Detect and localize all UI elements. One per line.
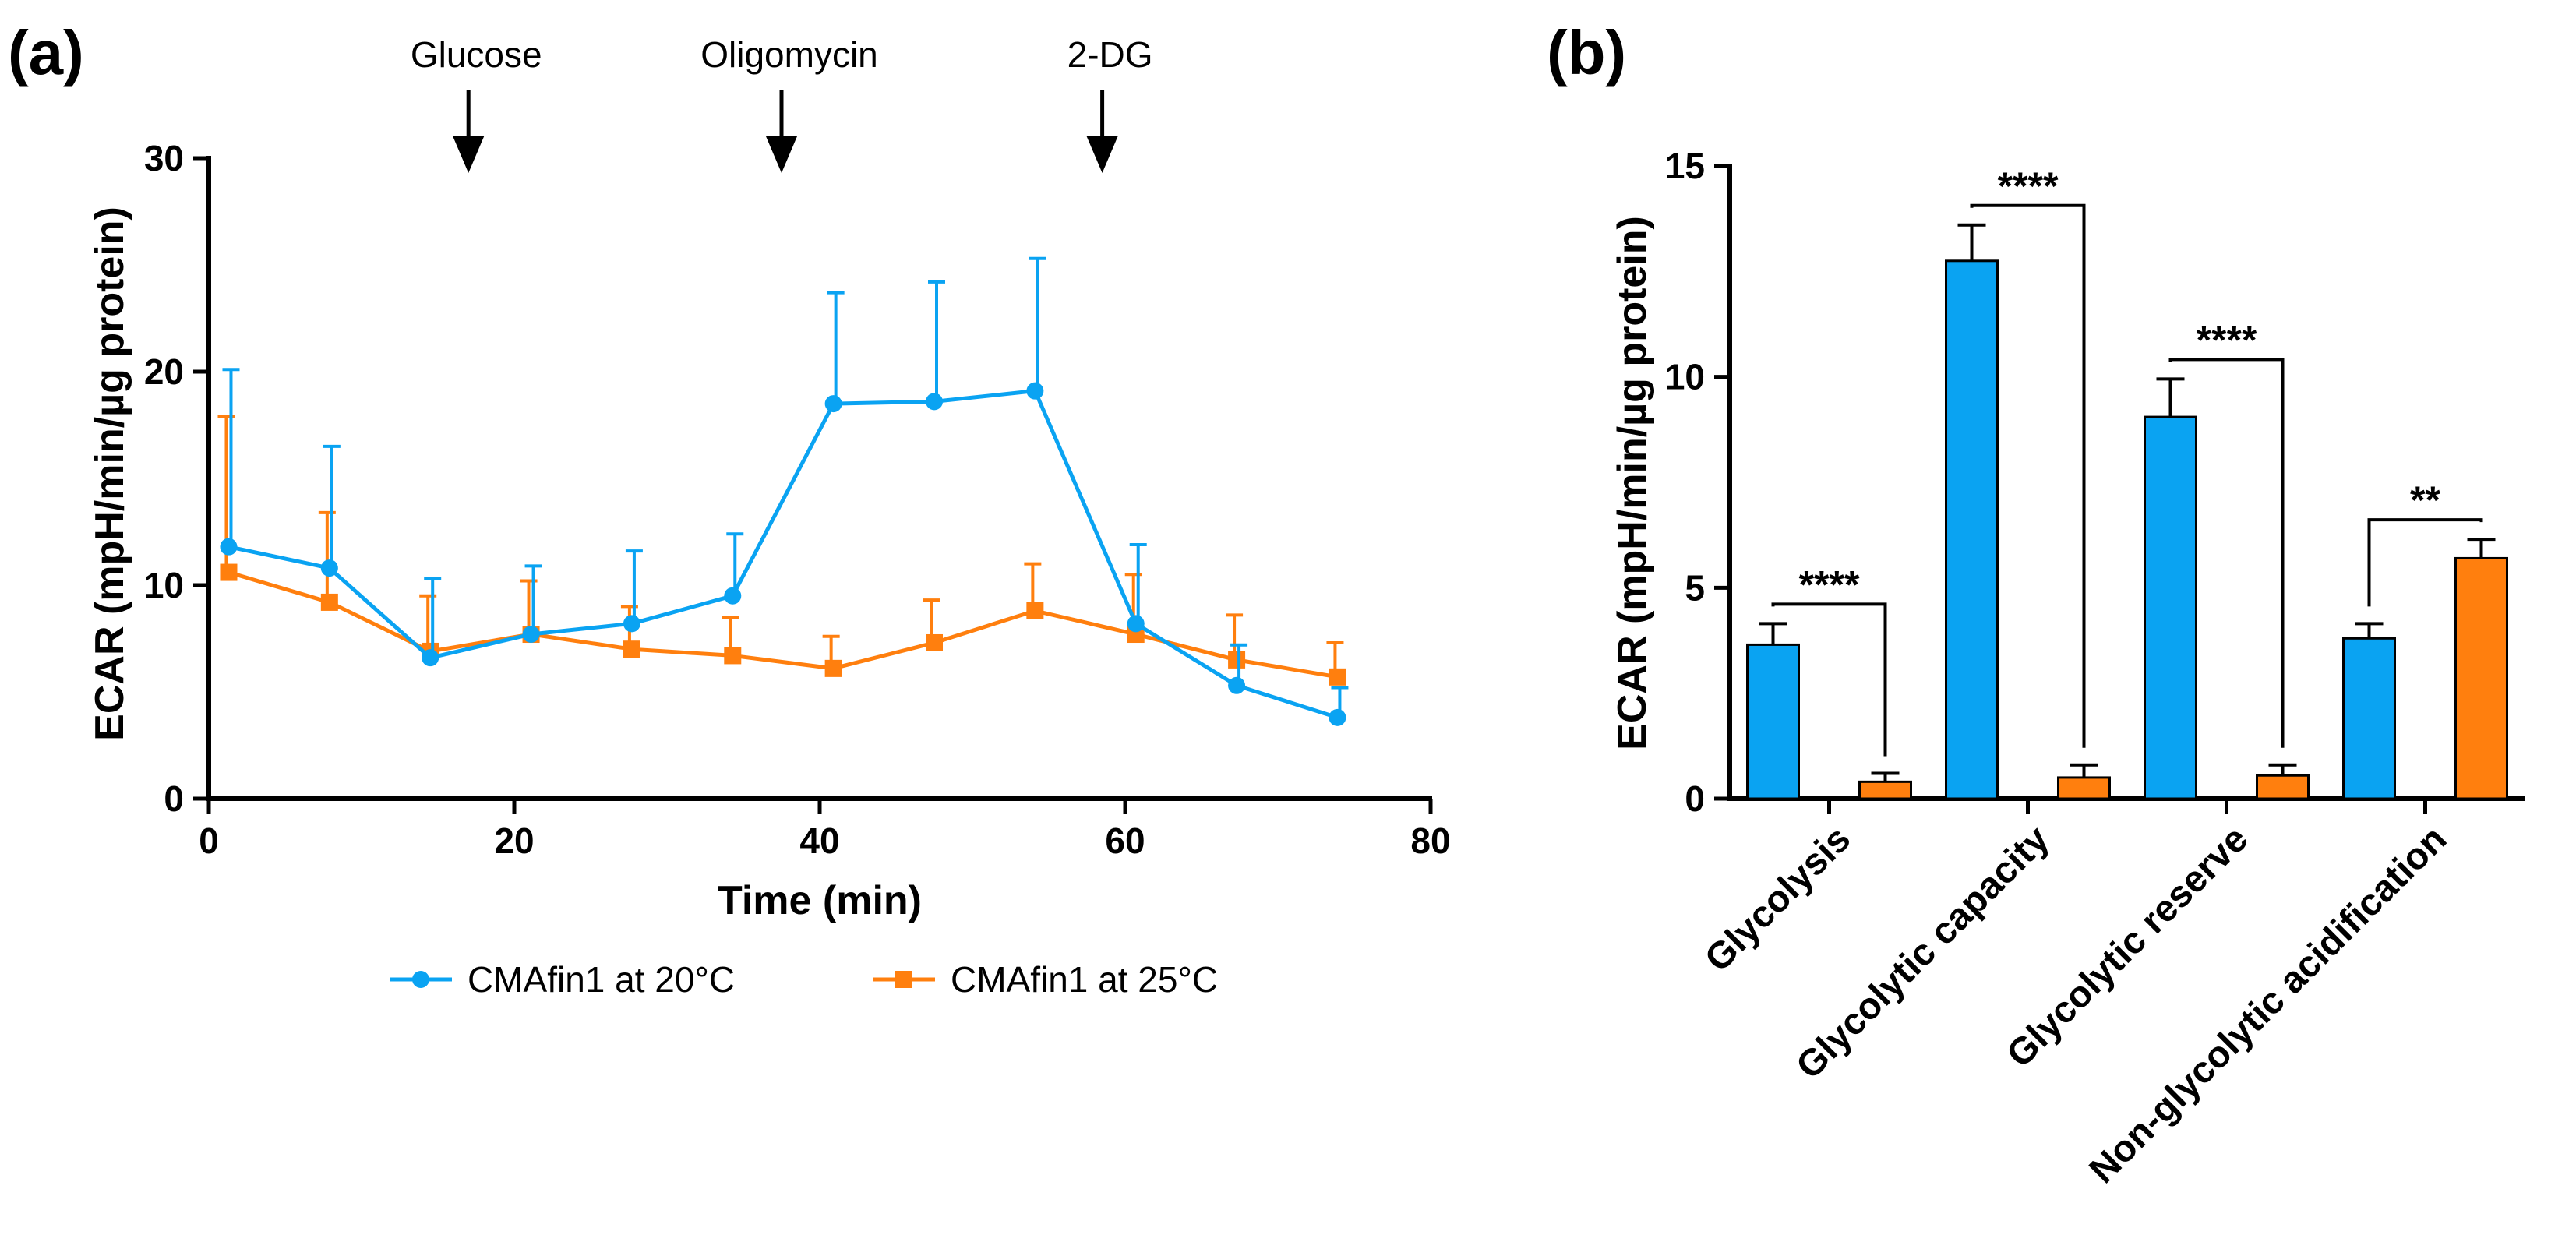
x-axis-title-a: Time (min) bbox=[718, 878, 922, 923]
significance-label: ** bbox=[2410, 478, 2440, 522]
data-point bbox=[623, 615, 640, 633]
significance-bracket bbox=[1771, 602, 1887, 757]
bar bbox=[2144, 415, 2197, 800]
bar bbox=[2256, 774, 2310, 800]
data-point bbox=[220, 563, 238, 581]
data-point bbox=[724, 587, 742, 605]
data-point bbox=[623, 640, 640, 658]
y-tick-label-b: 5 bbox=[1685, 567, 1705, 608]
x-tick-label-a: 20 bbox=[494, 820, 534, 861]
bar bbox=[2342, 637, 2396, 800]
y-tick-label-a: 0 bbox=[164, 778, 184, 819]
legend: CMAfin1 at 20°C CMAfin1 at 25°C bbox=[390, 959, 1218, 1000]
y-tick-label-a: 10 bbox=[144, 565, 184, 605]
data-point bbox=[320, 559, 338, 577]
y-axis-title-a: ECAR (mpH/min/µg protein) bbox=[87, 206, 132, 741]
bars-layer bbox=[1746, 223, 2508, 800]
arrow-down-icon bbox=[766, 136, 797, 173]
data-point bbox=[824, 659, 842, 677]
data-point bbox=[926, 633, 943, 651]
y-tick-label-a: 20 bbox=[144, 351, 184, 392]
significance-label: **** bbox=[1799, 563, 1860, 606]
x-tick-label-a: 0 bbox=[199, 820, 219, 861]
treatment-annotations: Glucose Oligomycin 2-DG bbox=[411, 34, 1153, 173]
data-point bbox=[422, 649, 439, 667]
data-point bbox=[220, 538, 238, 556]
annotation-label: Oligomycin bbox=[700, 34, 878, 75]
category-label: Non-glycolytic acidification bbox=[2082, 818, 2455, 1191]
annotation-label: Glucose bbox=[411, 34, 542, 75]
line-chart-panel: (a) ECAR (mpH/min/µg protein) Time (min)… bbox=[8, 18, 1451, 1000]
y-tick-label-a: 30 bbox=[144, 138, 184, 178]
bar bbox=[2454, 556, 2508, 800]
y-axis-title-b: ECAR (mpH/min/µg protein) bbox=[1610, 216, 1655, 750]
legend-label: CMAfin1 at 25°C bbox=[951, 959, 1218, 1000]
bar bbox=[2057, 776, 2111, 800]
data-point bbox=[1026, 382, 1044, 400]
arrow-down-icon bbox=[453, 136, 485, 173]
data-point bbox=[926, 393, 943, 411]
significance-label: **** bbox=[1998, 164, 2059, 208]
y-tick-label-b: 0 bbox=[1685, 778, 1705, 819]
data-point bbox=[320, 593, 338, 611]
data-point bbox=[1228, 676, 1246, 694]
data-point bbox=[724, 647, 742, 665]
significance-layer: ************** bbox=[1771, 164, 2483, 757]
bar-chart-panel: (b) ECAR (mpH/min/µg protein) 0 5 10 15 Glyc… bbox=[1547, 18, 2525, 1191]
legend-label: CMAfin1 at 20°C bbox=[468, 959, 735, 1000]
data-point bbox=[1228, 651, 1246, 669]
significance-bracket bbox=[2168, 358, 2285, 748]
x-tick-label-a: 60 bbox=[1105, 820, 1145, 861]
significance-label: **** bbox=[2197, 318, 2257, 362]
y-tick-label-b: 10 bbox=[1665, 357, 1705, 397]
category-label: Glycolysis bbox=[1697, 818, 1858, 979]
panel-label-b: (b) bbox=[1547, 18, 1626, 87]
annotation-label: 2-DG bbox=[1067, 34, 1153, 75]
data-point bbox=[1127, 615, 1145, 633]
data-point bbox=[1026, 602, 1044, 619]
significance-bracket bbox=[1970, 203, 2086, 748]
x-tick-label-a: 40 bbox=[799, 820, 839, 861]
panel-label-a: (a) bbox=[8, 18, 84, 87]
bar bbox=[1858, 780, 1912, 800]
data-point bbox=[522, 626, 540, 644]
legend-marker bbox=[412, 971, 429, 988]
arrow-down-icon bbox=[1086, 136, 1118, 173]
data-point bbox=[824, 395, 842, 413]
x-tick-label-a: 80 bbox=[1410, 820, 1450, 861]
axes-a: 0 10 20 30 0 20 40 60 80 bbox=[144, 138, 1451, 861]
series-line bbox=[228, 389, 1339, 720]
y-tick-label-b: 15 bbox=[1665, 146, 1705, 186]
data-point bbox=[1329, 668, 1346, 686]
significance-bracket bbox=[2367, 518, 2483, 607]
bar bbox=[1746, 643, 1800, 800]
legend-marker bbox=[895, 971, 912, 988]
data-point bbox=[1329, 708, 1346, 726]
bar bbox=[1945, 259, 1999, 800]
series-layer-a bbox=[217, 256, 1349, 726]
